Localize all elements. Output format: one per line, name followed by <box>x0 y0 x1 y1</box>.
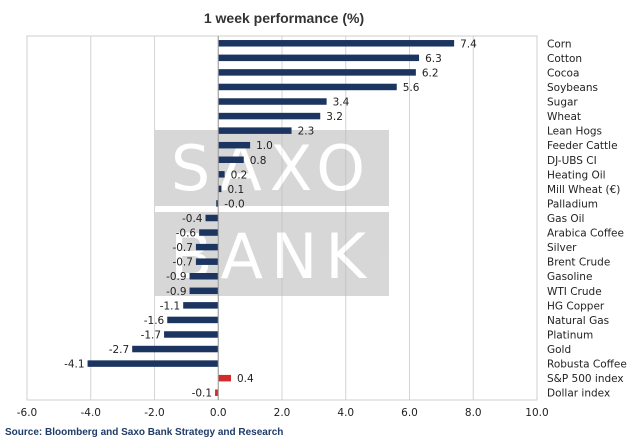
bar-9 <box>218 171 225 178</box>
bar-22 <box>87 360 219 367</box>
watermark-text-saxo: SAXO <box>171 132 373 205</box>
bar-2 <box>218 69 416 76</box>
bar-5 <box>218 112 321 120</box>
value-label-21: -2.7 <box>109 344 130 356</box>
x-tick-label-6: 6.0 <box>401 407 418 419</box>
value-label-8: 0.8 <box>250 155 267 167</box>
value-label-5: 3.2 <box>326 111 343 123</box>
chart-title: 1 week performance (%) <box>204 10 364 26</box>
category-label-2: Cocoa <box>547 67 579 79</box>
bar-3 <box>218 83 397 91</box>
bar-21 <box>132 345 219 353</box>
x-tick-label-5: 4.0 <box>337 407 354 419</box>
x-tick-label-1: -4.0 <box>81 407 102 419</box>
category-label-4: Sugar <box>547 97 578 109</box>
bar-8 <box>218 156 244 164</box>
bar-20 <box>164 331 219 338</box>
category-label-7: Feeder Cattle <box>547 140 618 152</box>
value-label-15: -0.7 <box>172 257 193 269</box>
category-label-23: S&P 500 index <box>547 373 624 385</box>
category-label-18: HG Copper <box>547 300 605 312</box>
bar-6 <box>218 127 292 134</box>
category-label-6: Lean Hogs <box>547 126 602 138</box>
source-note: Source: Bloomberg and Saxo Bank Strategy… <box>5 427 284 438</box>
plot-area-frame <box>26 35 538 401</box>
value-label-0: 7.4 <box>460 38 477 50</box>
category-label-17: WTI Crude <box>547 286 602 298</box>
value-label-9: 0.2 <box>231 169 248 181</box>
category-label-1: Cotton <box>547 53 582 65</box>
value-label-16: -0.9 <box>166 271 187 283</box>
value-label-3: 5.6 <box>403 82 420 94</box>
bar-18 <box>183 302 219 309</box>
bar-16 <box>189 272 219 280</box>
x-tick-label-3: 0.0 <box>210 407 227 419</box>
x-tick-label-7: 8.0 <box>465 407 482 419</box>
category-label-8: DJ-UBS CI <box>547 155 597 167</box>
value-label-2: 6.2 <box>422 67 439 79</box>
category-label-22: Robusta Coffee <box>547 359 627 371</box>
value-label-22: -4.1 <box>64 359 85 371</box>
value-label-7: 1.0 <box>256 140 273 152</box>
category-label-10: Mill Wheat (€) <box>547 184 620 196</box>
category-label-11: Palladium <box>547 198 598 210</box>
category-label-5: Wheat <box>547 111 581 123</box>
bar-24 <box>215 389 219 396</box>
bar-0 <box>218 40 455 47</box>
category-label-19: Natural Gas <box>547 315 609 327</box>
category-label-12: Gas Oil <box>547 213 584 225</box>
bar-13 <box>199 229 219 236</box>
value-label-17: -0.9 <box>166 286 187 298</box>
bar-10 <box>218 185 222 193</box>
x-tick-label-2: -2.0 <box>144 407 165 419</box>
value-label-1: 6.3 <box>425 53 442 65</box>
bar-17 <box>189 287 219 295</box>
value-label-18: -1.1 <box>160 300 181 312</box>
value-label-20: -1.7 <box>141 329 162 341</box>
x-tick-label-0: -6.0 <box>17 407 38 419</box>
value-label-4: 3.4 <box>333 97 350 109</box>
value-label-24: -0.1 <box>192 388 213 400</box>
bar-4 <box>218 98 327 105</box>
category-label-24: Dollar index <box>547 388 610 400</box>
category-label-20: Platinum <box>547 329 593 341</box>
x-tick-label-8: 10.0 <box>525 407 548 419</box>
value-label-19: -1.6 <box>144 315 165 327</box>
bar-11 <box>216 200 219 207</box>
category-label-14: Silver <box>547 242 577 254</box>
bar-14 <box>195 243 219 251</box>
value-label-12: -0.4 <box>182 213 203 225</box>
value-label-6: 2.3 <box>298 126 315 138</box>
category-label-13: Arabica Coffee <box>547 228 624 240</box>
bar-23 <box>218 374 231 382</box>
bar-19 <box>167 316 219 324</box>
category-label-0: Corn <box>547 38 572 50</box>
x-tick-label-4: 2.0 <box>274 407 291 419</box>
category-label-21: Gold <box>547 344 571 356</box>
category-label-9: Heating Oil <box>547 169 606 181</box>
bar-1 <box>218 54 420 62</box>
bar-15 <box>195 258 219 265</box>
value-label-14: -0.7 <box>172 242 193 254</box>
value-label-23: 0.4 <box>237 373 254 385</box>
category-label-15: Brent Crude <box>547 257 610 269</box>
value-label-11: -0.0 <box>224 198 245 210</box>
bar-12 <box>205 214 219 222</box>
value-label-10: 0.1 <box>227 184 244 196</box>
category-label-3: Soybeans <box>547 82 598 94</box>
value-label-13: -0.6 <box>176 228 197 240</box>
bar-7 <box>218 141 251 149</box>
category-label-16: Gasoline <box>547 271 592 283</box>
